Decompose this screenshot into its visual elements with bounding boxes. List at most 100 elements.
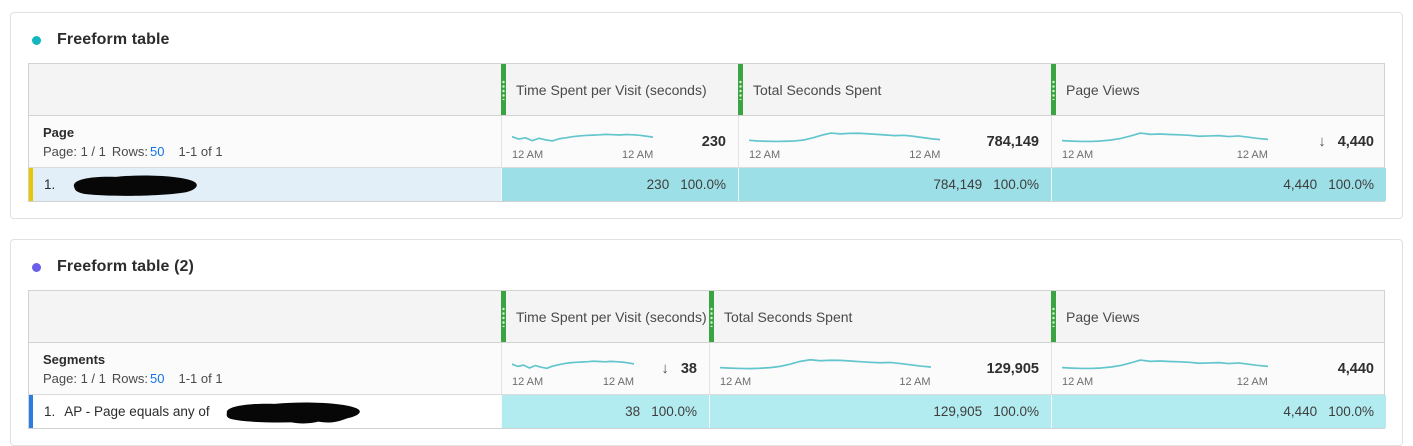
- row-dimension-header: Segments Page: 1 / 1 Rows: 50 1-1 of 1: [29, 343, 501, 394]
- metric-value-cell[interactable]: 38 100.0%: [501, 395, 709, 428]
- panel-title-row: Freeform table (2): [32, 258, 1385, 276]
- column-drag-handle-icon[interactable]: [501, 64, 506, 115]
- sparkline: 12 AM 12 AM: [1062, 343, 1268, 394]
- column-header-total-seconds[interactable]: Total Seconds Spent: [738, 64, 1051, 115]
- sparkline-axis: 12 AM 12 AM: [1062, 376, 1268, 388]
- column-header-label: Page Views: [1066, 81, 1140, 98]
- panel-color-dot-icon: [32, 35, 41, 45]
- sparkline-axis: 12 AM 12 AM: [720, 376, 931, 388]
- column-drag-handle-icon[interactable]: [1051, 64, 1056, 115]
- metric-total-cell[interactable]: 12 AM 12 AM 4,440: [1051, 343, 1386, 394]
- column-drag-handle-icon[interactable]: [1051, 291, 1056, 342]
- sort-descending-icon[interactable]: ↓: [1318, 133, 1326, 150]
- axis-end-label: 12 AM: [1236, 376, 1268, 388]
- row-dimension-header: Page Page: 1 / 1 Rows: 50 1-1 of 1: [29, 116, 501, 167]
- total-value: 784,149: [986, 133, 1039, 150]
- freeform-table: Time Spent per Visit (seconds) Total Sec…: [28, 63, 1386, 202]
- row-number: 1.: [44, 404, 56, 419]
- sparkline-chart: [512, 127, 653, 148]
- page-indicator: Page: 1 / 1: [43, 370, 106, 386]
- metric-value-cell[interactable]: 784,149 100.0%: [738, 168, 1051, 201]
- metric-total-cell[interactable]: 12 AM 12 AM 784,149: [738, 116, 1051, 167]
- column-header-label: Time Spent per Visit (seconds): [516, 308, 707, 325]
- panel-color-dot-icon: [32, 262, 41, 272]
- column-header-page-views[interactable]: Page Views: [1051, 64, 1386, 115]
- sort-descending-icon[interactable]: ↓: [661, 360, 669, 377]
- metric-total-cell[interactable]: 12 AM 12 AM ↓ 4,440: [1051, 116, 1386, 167]
- sparkline-chart: [512, 354, 634, 375]
- metric-value-cell[interactable]: 4,440 100.0%: [1051, 395, 1386, 428]
- sparkline-chart: [1062, 127, 1268, 148]
- table-row: 1. AP - Page equals any of 38 100.0% 129…: [29, 395, 1386, 428]
- sparkline: 12 AM 12 AM: [720, 343, 931, 394]
- sparkline-axis: 12 AM 12 AM: [1062, 149, 1268, 161]
- row-color-bar: [29, 168, 33, 201]
- pagination: Page: 1 / 1 Rows: 50 1-1 of 1: [43, 144, 501, 159]
- metric-total-cell[interactable]: 12 AM 12 AM ↓ 38: [501, 343, 709, 394]
- axis-start-label: 12 AM: [1062, 376, 1094, 388]
- dimension-item-cell[interactable]: 1. AP - Page equals any of: [29, 395, 501, 428]
- metric-total-cell[interactable]: 12 AM 12 AM 230: [501, 116, 738, 167]
- column-drag-handle-icon[interactable]: [738, 64, 743, 115]
- metric-value-cell[interactable]: 129,905 100.0%: [709, 395, 1051, 428]
- cell-percent: 100.0%: [993, 177, 1039, 192]
- sparkline-chart: [720, 354, 931, 375]
- row-number: 1.: [44, 177, 56, 192]
- metric-total: 784,149: [940, 116, 1039, 167]
- metric-value-cell[interactable]: 4,440 100.0%: [1051, 168, 1386, 201]
- column-header-page-views[interactable]: Page Views: [1051, 291, 1386, 342]
- cell-value: 4,440: [1283, 404, 1318, 419]
- metric-value-cell[interactable]: 230 100.0%: [501, 168, 738, 201]
- row-range: 1-1 of 1: [178, 143, 223, 159]
- total-value: 4,440: [1337, 360, 1374, 377]
- column-header-row: Time Spent per Visit (seconds) Total Sec…: [29, 64, 1384, 116]
- cell-percent: 100.0%: [651, 404, 697, 419]
- row-range: 1-1 of 1: [178, 370, 223, 386]
- rows-label: Rows:: [111, 143, 149, 159]
- column-drag-handle-icon[interactable]: [501, 291, 506, 342]
- rows-per-page-link[interactable]: 50: [150, 143, 165, 159]
- axis-end-label: 12 AM: [909, 149, 941, 161]
- cell-value: 38: [625, 404, 641, 419]
- axis-end-label: 12 AM: [1236, 149, 1268, 161]
- rows-per-page-link[interactable]: 50: [150, 370, 165, 386]
- total-value: 230: [701, 133, 726, 150]
- row-dimension-header-spacer: [29, 64, 501, 115]
- sparkline: 12 AM 12 AM: [1062, 116, 1268, 167]
- cell-percent: 100.0%: [993, 404, 1039, 419]
- column-header-label: Time Spent per Visit (seconds): [516, 81, 707, 98]
- freeform-table: Time Spent per Visit (seconds) Total Sec…: [28, 290, 1386, 429]
- rows-label: Rows:: [111, 370, 149, 386]
- axis-end-label: 12 AM: [602, 376, 635, 388]
- dimension-item-cell[interactable]: 1.: [29, 168, 501, 201]
- total-value: 38: [680, 360, 697, 377]
- column-header-time-spent[interactable]: Time Spent per Visit (seconds): [501, 291, 709, 342]
- column-header-label: Page Views: [1066, 308, 1140, 325]
- sparkline: 12 AM 12 AM: [749, 116, 941, 167]
- dimension-name[interactable]: Page: [43, 124, 75, 140]
- sparkline-axis: 12 AM 12 AM: [749, 149, 940, 161]
- sparkline: 12 AM 12 AM: [512, 116, 654, 167]
- sparkline-axis: 12 AM 12 AM: [512, 376, 634, 388]
- page-indicator: Page: 1 / 1: [43, 143, 106, 159]
- totals-row: Segments Page: 1 / 1 Rows: 50 1-1 of 1 1…: [29, 343, 1384, 395]
- dimension-name[interactable]: Segments: [43, 351, 106, 367]
- sparkline-chart: [1062, 354, 1268, 375]
- panel-title[interactable]: Freeform table: [57, 31, 170, 48]
- redacted-text: [226, 401, 360, 423]
- column-header-total-seconds[interactable]: Total Seconds Spent: [709, 291, 1051, 342]
- column-drag-handle-icon[interactable]: [709, 291, 714, 342]
- metric-total: ↓ 4,440: [1268, 116, 1374, 167]
- sparkline-axis: 12 AM 12 AM: [512, 149, 653, 161]
- redacted-text: [74, 174, 198, 196]
- sparkline-chart: [749, 127, 940, 148]
- axis-end-label: 12 AM: [899, 376, 931, 388]
- column-header-time-spent[interactable]: Time Spent per Visit (seconds): [501, 64, 738, 115]
- total-value: 4,440: [1337, 133, 1374, 150]
- panel-title[interactable]: Freeform table (2): [57, 258, 194, 275]
- metric-total: ↓ 38: [634, 343, 697, 394]
- total-value: 129,905: [986, 360, 1039, 377]
- totals-row: Page Page: 1 / 1 Rows: 50 1-1 of 1 12 AM…: [29, 116, 1384, 168]
- metric-total-cell[interactable]: 12 AM 12 AM 129,905: [709, 343, 1051, 394]
